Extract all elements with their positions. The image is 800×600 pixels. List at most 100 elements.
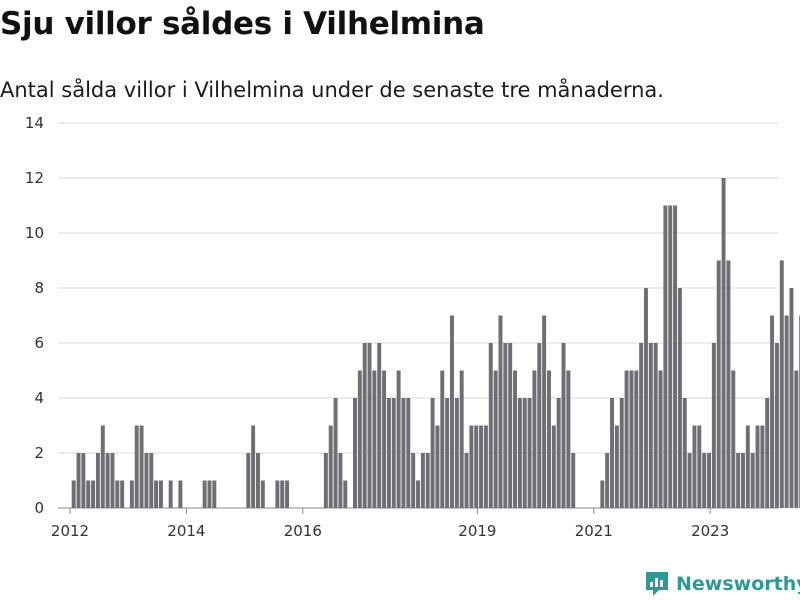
bar [668, 205, 673, 508]
bar [343, 480, 348, 508]
bar [605, 453, 610, 508]
bar [105, 453, 110, 508]
bar [406, 398, 411, 508]
bar [479, 425, 484, 508]
bar [420, 453, 425, 508]
newsworthy-logo: Newsworthy [644, 570, 800, 598]
x-tick-label: 2019 [458, 522, 496, 540]
bar [280, 480, 285, 508]
bar [673, 205, 678, 508]
bar [779, 260, 784, 508]
bar [493, 370, 498, 508]
bar [285, 480, 290, 508]
bar [711, 343, 716, 508]
bar [566, 370, 571, 508]
bar [100, 425, 105, 508]
x-tick-label: 2023 [691, 522, 729, 540]
bar [81, 453, 86, 508]
bar [95, 453, 100, 508]
bar [682, 398, 687, 508]
bar [624, 370, 629, 508]
bar [275, 480, 280, 508]
y-tick-label: 0 [34, 499, 44, 517]
bar [435, 425, 440, 508]
bar [561, 343, 566, 508]
newsworthy-logo-text: Newsworthy [676, 573, 800, 595]
bar [663, 205, 668, 508]
bar [246, 453, 251, 508]
bar [154, 480, 159, 508]
bar [634, 370, 639, 508]
bar [784, 315, 789, 508]
bar [139, 425, 144, 508]
bar [644, 288, 648, 508]
bar [251, 425, 256, 508]
bar [677, 288, 682, 508]
y-tick-label: 8 [34, 279, 44, 297]
bar [532, 370, 537, 508]
bar [382, 370, 387, 508]
bar [716, 260, 721, 508]
bar [445, 398, 450, 508]
bar [159, 480, 163, 508]
bar [464, 453, 469, 508]
bar [454, 398, 459, 508]
bar [556, 398, 561, 508]
bar [115, 480, 120, 508]
bar [401, 398, 406, 508]
bar [362, 343, 367, 508]
bar [71, 480, 76, 508]
bar [600, 480, 605, 508]
bar [697, 425, 702, 508]
bar [134, 425, 139, 508]
bar [687, 453, 692, 508]
bar [648, 343, 653, 508]
bar [658, 370, 663, 508]
bar [396, 370, 401, 508]
bar [522, 398, 527, 508]
bar [149, 453, 154, 508]
y-tick-label: 14 [25, 114, 44, 132]
bar [731, 370, 736, 508]
bar [789, 288, 794, 508]
bar [260, 480, 265, 508]
bar [755, 425, 760, 508]
bar [91, 480, 96, 508]
bar [178, 480, 183, 508]
bar [168, 480, 173, 508]
bar [207, 480, 212, 508]
bar [639, 343, 644, 508]
bar [372, 370, 377, 508]
bar [450, 315, 454, 508]
bar [692, 425, 697, 508]
x-tick-label: 2012 [51, 522, 89, 540]
bar [571, 453, 576, 508]
bar [425, 453, 430, 508]
bar [619, 398, 624, 508]
bar [86, 480, 91, 508]
chart-subtitle: Antal sålda villor i Vilhelmina under de… [0, 78, 664, 102]
bar [338, 453, 343, 508]
bar [411, 453, 416, 508]
bar [120, 480, 125, 508]
y-tick-label: 2 [34, 444, 44, 462]
bar [736, 453, 741, 508]
bar [610, 398, 614, 508]
bar [745, 425, 750, 508]
bar [760, 425, 765, 508]
bar [110, 453, 115, 508]
y-tick-label: 10 [25, 224, 44, 242]
x-tick-label: 2014 [167, 522, 205, 540]
bar [328, 425, 333, 508]
bar [212, 480, 217, 508]
bar [459, 370, 464, 508]
bar [386, 398, 391, 508]
newsworthy-logo-icon [646, 572, 668, 596]
bar [774, 343, 779, 508]
bar [503, 343, 508, 508]
bar [741, 453, 745, 508]
bar [367, 343, 372, 508]
bar [440, 370, 445, 508]
bar [794, 370, 799, 508]
bar [391, 398, 396, 508]
